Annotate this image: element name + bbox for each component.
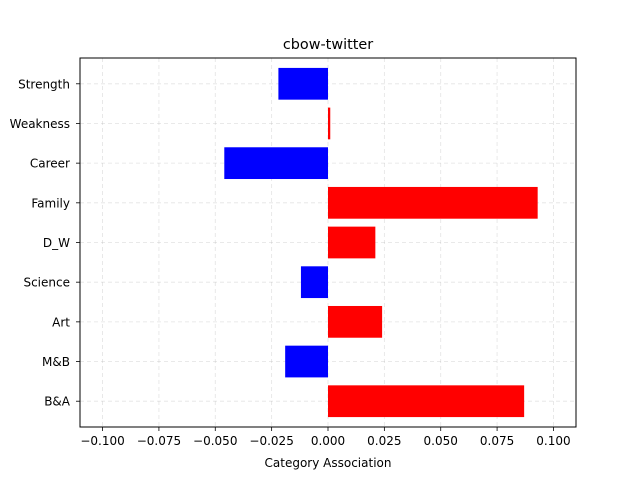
bar-weakness [328, 107, 331, 140]
y-tick-label: Career [30, 157, 70, 171]
x-tick-label: −0.025 [249, 434, 293, 448]
bar-d-w [328, 226, 376, 259]
bar-career [224, 147, 328, 180]
y-tick-label: Family [31, 196, 70, 210]
plot-frame [79, 57, 577, 428]
bar-art [328, 305, 383, 338]
y-tick-label: Strength [18, 77, 70, 91]
x-axis-ticks: −0.100 −0.075 −0.050 −0.025 0.000 0.025 0.050 0… [80, 427, 571, 448]
x-tick-label: −0.075 [137, 434, 181, 448]
bar-family [328, 186, 538, 219]
bar-m-b [285, 345, 328, 378]
y-tick-label: Art [52, 315, 70, 329]
x-tick-label: 0.100 [536, 434, 570, 448]
bars [224, 67, 538, 418]
y-axis-ticks: B&A M&B Art Science D_W Family Career Weakness S… [10, 77, 80, 409]
y-tick-label: B&A [44, 395, 71, 409]
x-tick-label: −0.050 [193, 434, 237, 448]
x-tick-label: −0.100 [80, 434, 124, 448]
bar-b-a [328, 385, 525, 418]
y-tick-label: M&B [42, 355, 70, 369]
x-tick-label: 0.075 [480, 434, 514, 448]
x-tick-label: 0.025 [367, 434, 401, 448]
chart-title: cbow-twitter [283, 37, 373, 53]
y-tick-label: Weakness [10, 117, 70, 131]
x-axis-title: Category Association [265, 456, 392, 470]
y-tick-label: Science [23, 276, 70, 290]
x-tick-label: 0.000 [311, 434, 345, 448]
bar-science [300, 266, 328, 299]
bar-strength [278, 67, 328, 100]
x-tick-label: 0.050 [424, 434, 458, 448]
y-tick-label: D_W [43, 236, 70, 250]
